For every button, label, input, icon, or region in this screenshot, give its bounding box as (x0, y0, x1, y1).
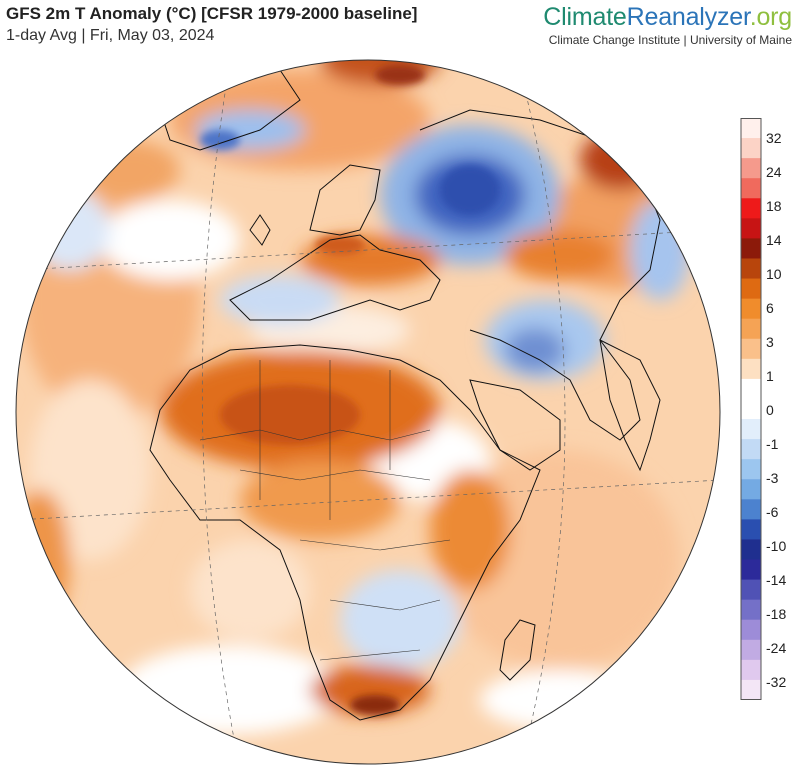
colorbar-swatch (741, 198, 761, 219)
colorbar-swatch (741, 539, 761, 561)
colorbar-swatch (741, 398, 761, 420)
colorbar-swatch (741, 278, 761, 300)
colorbar-swatch (741, 338, 761, 360)
colorbar-tick-label: 6 (766, 300, 774, 316)
logo-part-reanalyzer: Reanalyzer (626, 3, 750, 31)
colorbar-tick-label: 0 (766, 402, 774, 418)
colorbar-tick-label: 18 (766, 198, 782, 214)
colorbar-swatch (741, 419, 761, 440)
colorbar-swatch (741, 619, 761, 641)
colorbar-swatch (741, 439, 761, 460)
colorbar-swatch (741, 639, 761, 661)
colorbar-swatch (741, 679, 761, 700)
colorbar-swatch (741, 238, 761, 259)
colorbar-tick-label: -32 (766, 674, 787, 690)
colorbar-tick-label: -10 (766, 538, 787, 554)
climate-reanalyzer-logo[interactable]: ClimateReanalyzer.org (543, 2, 792, 32)
logo-part-climate: Climate (543, 3, 627, 31)
colorbar-swatch (741, 298, 761, 320)
colorbar-swatch (741, 158, 761, 179)
colorbar-tick-label: 24 (766, 164, 782, 180)
colorbar-swatch (741, 118, 761, 139)
colorbar-swatch (741, 519, 761, 540)
brand-subtitle: Climate Change Institute | University of… (548, 33, 792, 47)
map-title: GFS 2m T Anomaly (°C) [CFSR 1979-2000 ba… (6, 4, 418, 23)
colorbar-tick-label: -3 (766, 470, 779, 486)
map-subtitle: 1-day Avg | Fri, May 03, 2024 (6, 27, 215, 44)
globe-outline (15, 59, 721, 765)
colorbar-swatch (741, 258, 761, 280)
colorbar-tick-label: 3 (766, 334, 774, 350)
colorbar-tick-label: -24 (766, 640, 787, 656)
colorbar-tick-label: -6 (766, 504, 779, 520)
country-borders (199, 360, 451, 661)
colorbar-swatch (741, 318, 761, 340)
colorbar-swatch (741, 659, 761, 681)
colorbar-tick-label: 32 (766, 130, 782, 146)
colorbar-swatch (741, 559, 761, 581)
colorbar-swatch (741, 579, 761, 601)
colorbar-tick-label: -14 (766, 572, 787, 588)
colorbar (740, 118, 762, 700)
colorbar-swatch (741, 378, 761, 400)
colorbar-tick-label: 14 (766, 232, 782, 248)
colorbar-swatch (741, 138, 761, 159)
colorbar-swatch (741, 479, 761, 500)
colorbar-tick-label: 1 (766, 368, 774, 384)
colorbar-tick-label: -1 (766, 436, 779, 452)
colorbar-swatch (741, 178, 761, 199)
colorbar-swatch (741, 599, 761, 621)
colorbar-frame (740, 118, 762, 700)
colorbar-swatch (741, 358, 761, 380)
colorbar-tick-label: -18 (766, 606, 787, 622)
colorbar-swatch (741, 459, 761, 480)
colorbar-swatch (741, 499, 761, 520)
colorbar-swatch (741, 218, 761, 239)
graticule (16, 61, 720, 764)
colorbar-tick-label: 10 (766, 266, 782, 282)
logo-part-org: .org (749, 3, 792, 31)
brand-block[interactable]: ClimateReanalyzer.org Climate Change Ins… (543, 2, 792, 47)
